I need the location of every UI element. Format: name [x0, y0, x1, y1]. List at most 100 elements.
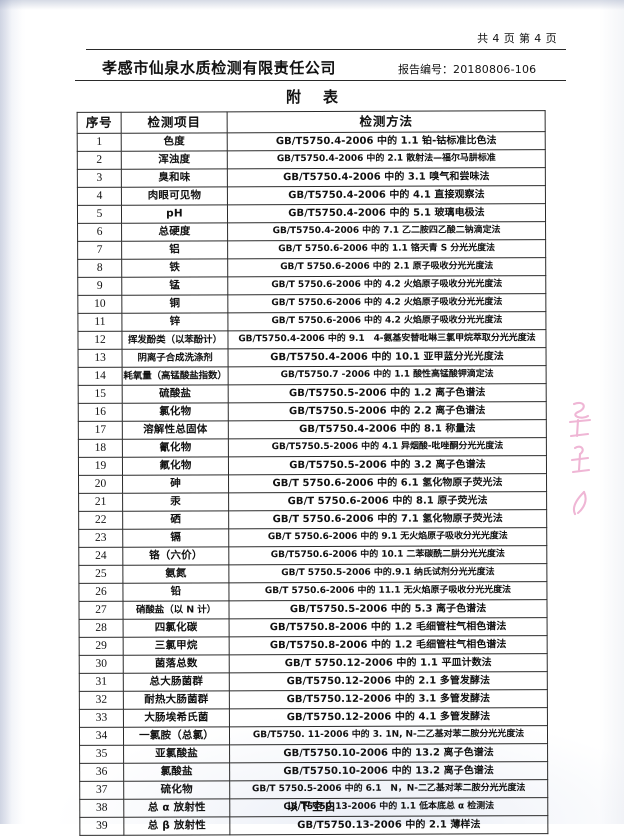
cell-no: 11: [77, 313, 122, 332]
table-row: 8 铁 GB/T 5750.6-2006 中的 2.1 原子吸收分光光度法: [77, 257, 546, 278]
attachment-table-wrapper: 序号 检测项目 检测方法 1 色度 GB/T5750.4-2006 中的 1.1 铂…: [77, 110, 548, 836]
cell-item: 溶解性总固体: [122, 420, 229, 440]
cell-no: 2: [77, 151, 122, 170]
cell-method: GB/T5750.13-2006 中的 2.1 薄样法: [229, 815, 548, 835]
table-row: 16 氯化物 GB/T5750.5-2006 中的 2.2 离子色谱法: [78, 401, 547, 422]
cell-method: GB/T5750.8-2006 中的 1.2 毛细管柱气相色谱法: [229, 617, 548, 637]
table-body: 1 色度 GB/T5750.4-2006 中的 1.1 铂-钴标准比色法 2 浑浊度 GB…: [77, 131, 548, 836]
cell-method: GB/T5750.10-2006 中的 13.2 离子色谱法: [229, 761, 548, 781]
column-header-no: 序号: [77, 112, 122, 134]
cell-method: GB/T5750.4-2006 中的 5.1 玻璃电极法: [227, 203, 546, 223]
cell-item: 铜: [121, 294, 228, 314]
table-row: 20 砷 GB/T 5750.6-2006 中的 6.1 氢化物原子荧光法: [78, 473, 547, 494]
cell-no: 15: [78, 385, 123, 404]
cell-no: 13: [78, 349, 123, 368]
table-row: 31 总大肠菌群 GB/T5750.12-2006 中的 2.1 多管发酵法: [79, 671, 548, 692]
scan-edge-shadow: [0, 0, 22, 824]
table-header-row: 序号 检测项目 检测方法: [77, 110, 546, 134]
cell-method: GB/T5750.5-2006 中的 5.3 离子色谱法: [228, 599, 548, 619]
cell-item: 铝: [121, 240, 228, 260]
cell-method: GB/T 5750.6-2006 中的 4.2 火焰原子吸收分光光度法: [227, 311, 546, 331]
cell-method: GB/T 5750.6-2006 中的 2.1 原子吸收分光光度法: [227, 257, 546, 277]
table-row: 15 硫酸盐 GB/T5750.5-2006 中的 1.2 离子色谱法: [78, 383, 547, 404]
cell-method: GB/T5750.12-2006 中的 3.1 多管发酵法: [229, 689, 548, 709]
table-row: 23 镉 GB/T 5750.6-2006 中的 9.1 无火焰原子吸收分光光度法: [78, 527, 547, 548]
table-row: 13 阴离子合成洗涤剂 GB/T5750.4-2006 中的 10.1 亚甲蓝分光光…: [78, 347, 547, 368]
table-row: 27 硝酸盐（以 N 计） GB/T5750.5-2006 中的 5.3 离子色谱法: [78, 599, 548, 620]
cell-item: 菌落总数: [123, 654, 230, 674]
cell-item: 硒: [122, 510, 229, 530]
report-number-value: 20180806-106: [453, 63, 537, 76]
cell-item: 铬（六价）: [122, 546, 229, 566]
header-rule-bottom: [75, 80, 566, 81]
scan-top-shadow: [0, 0, 624, 10]
cell-method: GB/T 5750.6-2006 中的 11.1 无火焰原子吸收分光光度法: [228, 581, 547, 601]
cell-item: pH: [121, 204, 228, 224]
cell-item: 汞: [122, 492, 229, 512]
cell-method: GB/T5750.4-2006 中的 3.1 嗅气和尝味法: [227, 167, 546, 187]
cell-no: 33: [79, 709, 124, 728]
cell-method: GB/T 5750.5-2006 中的 6.1 N，N-二乙基对苯二胺分光光度法: [229, 779, 548, 799]
header-rule-top: [86, 49, 566, 50]
cell-method: GB/T5750.4-2006 中的 10.1 亚甲蓝分光光度法: [228, 347, 547, 367]
cell-item: 一氯胺（总氯）: [123, 726, 230, 746]
cell-no: 20: [78, 475, 123, 494]
cell-item: 氰化物: [122, 438, 229, 458]
cell-no: 37: [79, 781, 124, 800]
table-row: 24 铬（六价） GB/T5750.6-2006 中的 10.1 二苯碳酰二肼分光光…: [78, 545, 547, 566]
report-number-label: 报告编号：: [398, 63, 453, 76]
cell-method: GB/T 5750.6-2006 中的 7.1 氢化物原子荧光法: [228, 509, 547, 529]
cell-item: 硫化物: [123, 780, 230, 800]
cell-item: 色度: [121, 132, 228, 152]
cell-no: 23: [78, 529, 123, 548]
cell-item: 耗氧量（高锰酸盐指数）: [122, 366, 229, 386]
cell-item: 四氯化碳: [123, 618, 230, 638]
cell-method: GB/T 5750.6-2006 中的 1.1 铬天青 S 分光光度法: [227, 239, 546, 259]
cell-item: 铅: [122, 582, 229, 602]
cell-item: 锌: [121, 312, 228, 332]
table-row: 37 硫化物 GB/T 5750.5-2006 中的 6.1 N，N-二乙基对苯二胺…: [79, 779, 548, 800]
cell-no: 26: [78, 583, 123, 602]
cell-item: 氟化物: [122, 456, 229, 476]
cell-item: 硝酸盐（以 N 计）: [122, 600, 230, 620]
table-row: 34 一氯胺（总氯） GB/T5750. 11-2006 中的 3. 1N, N-二…: [79, 725, 548, 746]
page-count: 共 4 页 第 4 页: [477, 32, 557, 45]
cell-item: 亚氯酸盐: [123, 744, 230, 764]
cell-no: 9: [77, 277, 122, 296]
table-row: 5 pH GB/T5750.4-2006 中的 5.1 玻璃电极法: [77, 203, 546, 224]
cell-no: 1: [77, 133, 122, 152]
table-row: 32 耐热大肠菌群 GB/T5750.12-2006 中的 3.1 多管发酵法: [79, 689, 548, 710]
cell-item: 锰: [121, 276, 228, 296]
cell-item: 氨氮: [122, 564, 229, 584]
cell-no: 5: [77, 205, 122, 224]
cell-no: 28: [79, 619, 124, 638]
cell-no: 18: [78, 439, 123, 458]
cell-item: 三氯甲烷: [123, 636, 230, 656]
cell-method: GB/T 5750.5-2006 中的.9.1 纳氏试剂分光光度法: [228, 563, 547, 583]
cell-method: GB/T 5750.6-2006 中的 8.1 原子荧光法: [228, 491, 547, 511]
cell-method: GB/T5750.8-2006 中的 1.2 毛细管柱气相色谱法: [229, 635, 548, 655]
table-row: 1 色度 GB/T5750.4-2006 中的 1.1 铂-钴标准比色法: [77, 131, 546, 152]
cell-no: 27: [78, 601, 124, 620]
cell-no: 21: [78, 493, 123, 512]
cell-no: 16: [78, 403, 123, 422]
cell-item: 铁: [121, 258, 228, 278]
cell-no: 19: [78, 457, 123, 476]
cell-no: 8: [77, 259, 122, 278]
column-header-method: 检测方法: [227, 110, 546, 133]
cell-no: 30: [79, 655, 124, 674]
cell-method: GB/T5750.10-2006 中的 13.2 离子色谱法: [229, 743, 548, 763]
table-row: 21 汞 GB/T 5750.6-2006 中的 8.1 原子荧光法: [78, 491, 547, 512]
table-row: 14 耗氧量（高锰酸盐指数） GB/T5750.7 -2006 中的 1.1 酸性高…: [78, 365, 547, 386]
cell-method: GB/T5750.4-2006 中的 2.1 散射法—福尔马肼标准: [227, 149, 546, 169]
cell-item: 浑浊度: [121, 150, 228, 170]
cell-method: GB/T5750.5-2006 中的 3.2 离子色谱法: [228, 455, 547, 475]
table-row: 10 铜 GB/T 5750.6-2006 中的 4.2 火焰原子吸收分光光度法: [77, 293, 546, 314]
cell-item: 总大肠菌群: [123, 672, 230, 692]
cell-method: GB/T5750. 11-2006 中的 3. 1N, N-二乙基对苯二胺分光光…: [229, 725, 548, 745]
cell-no: 3: [77, 169, 122, 188]
cell-item: 镉: [122, 528, 229, 548]
cell-no: 25: [78, 565, 123, 584]
cell-no: 32: [79, 691, 124, 710]
table-row: 29 三氯甲烷 GB/T5750.8-2006 中的 1.2 毛细管柱气相色谱法: [79, 635, 548, 656]
